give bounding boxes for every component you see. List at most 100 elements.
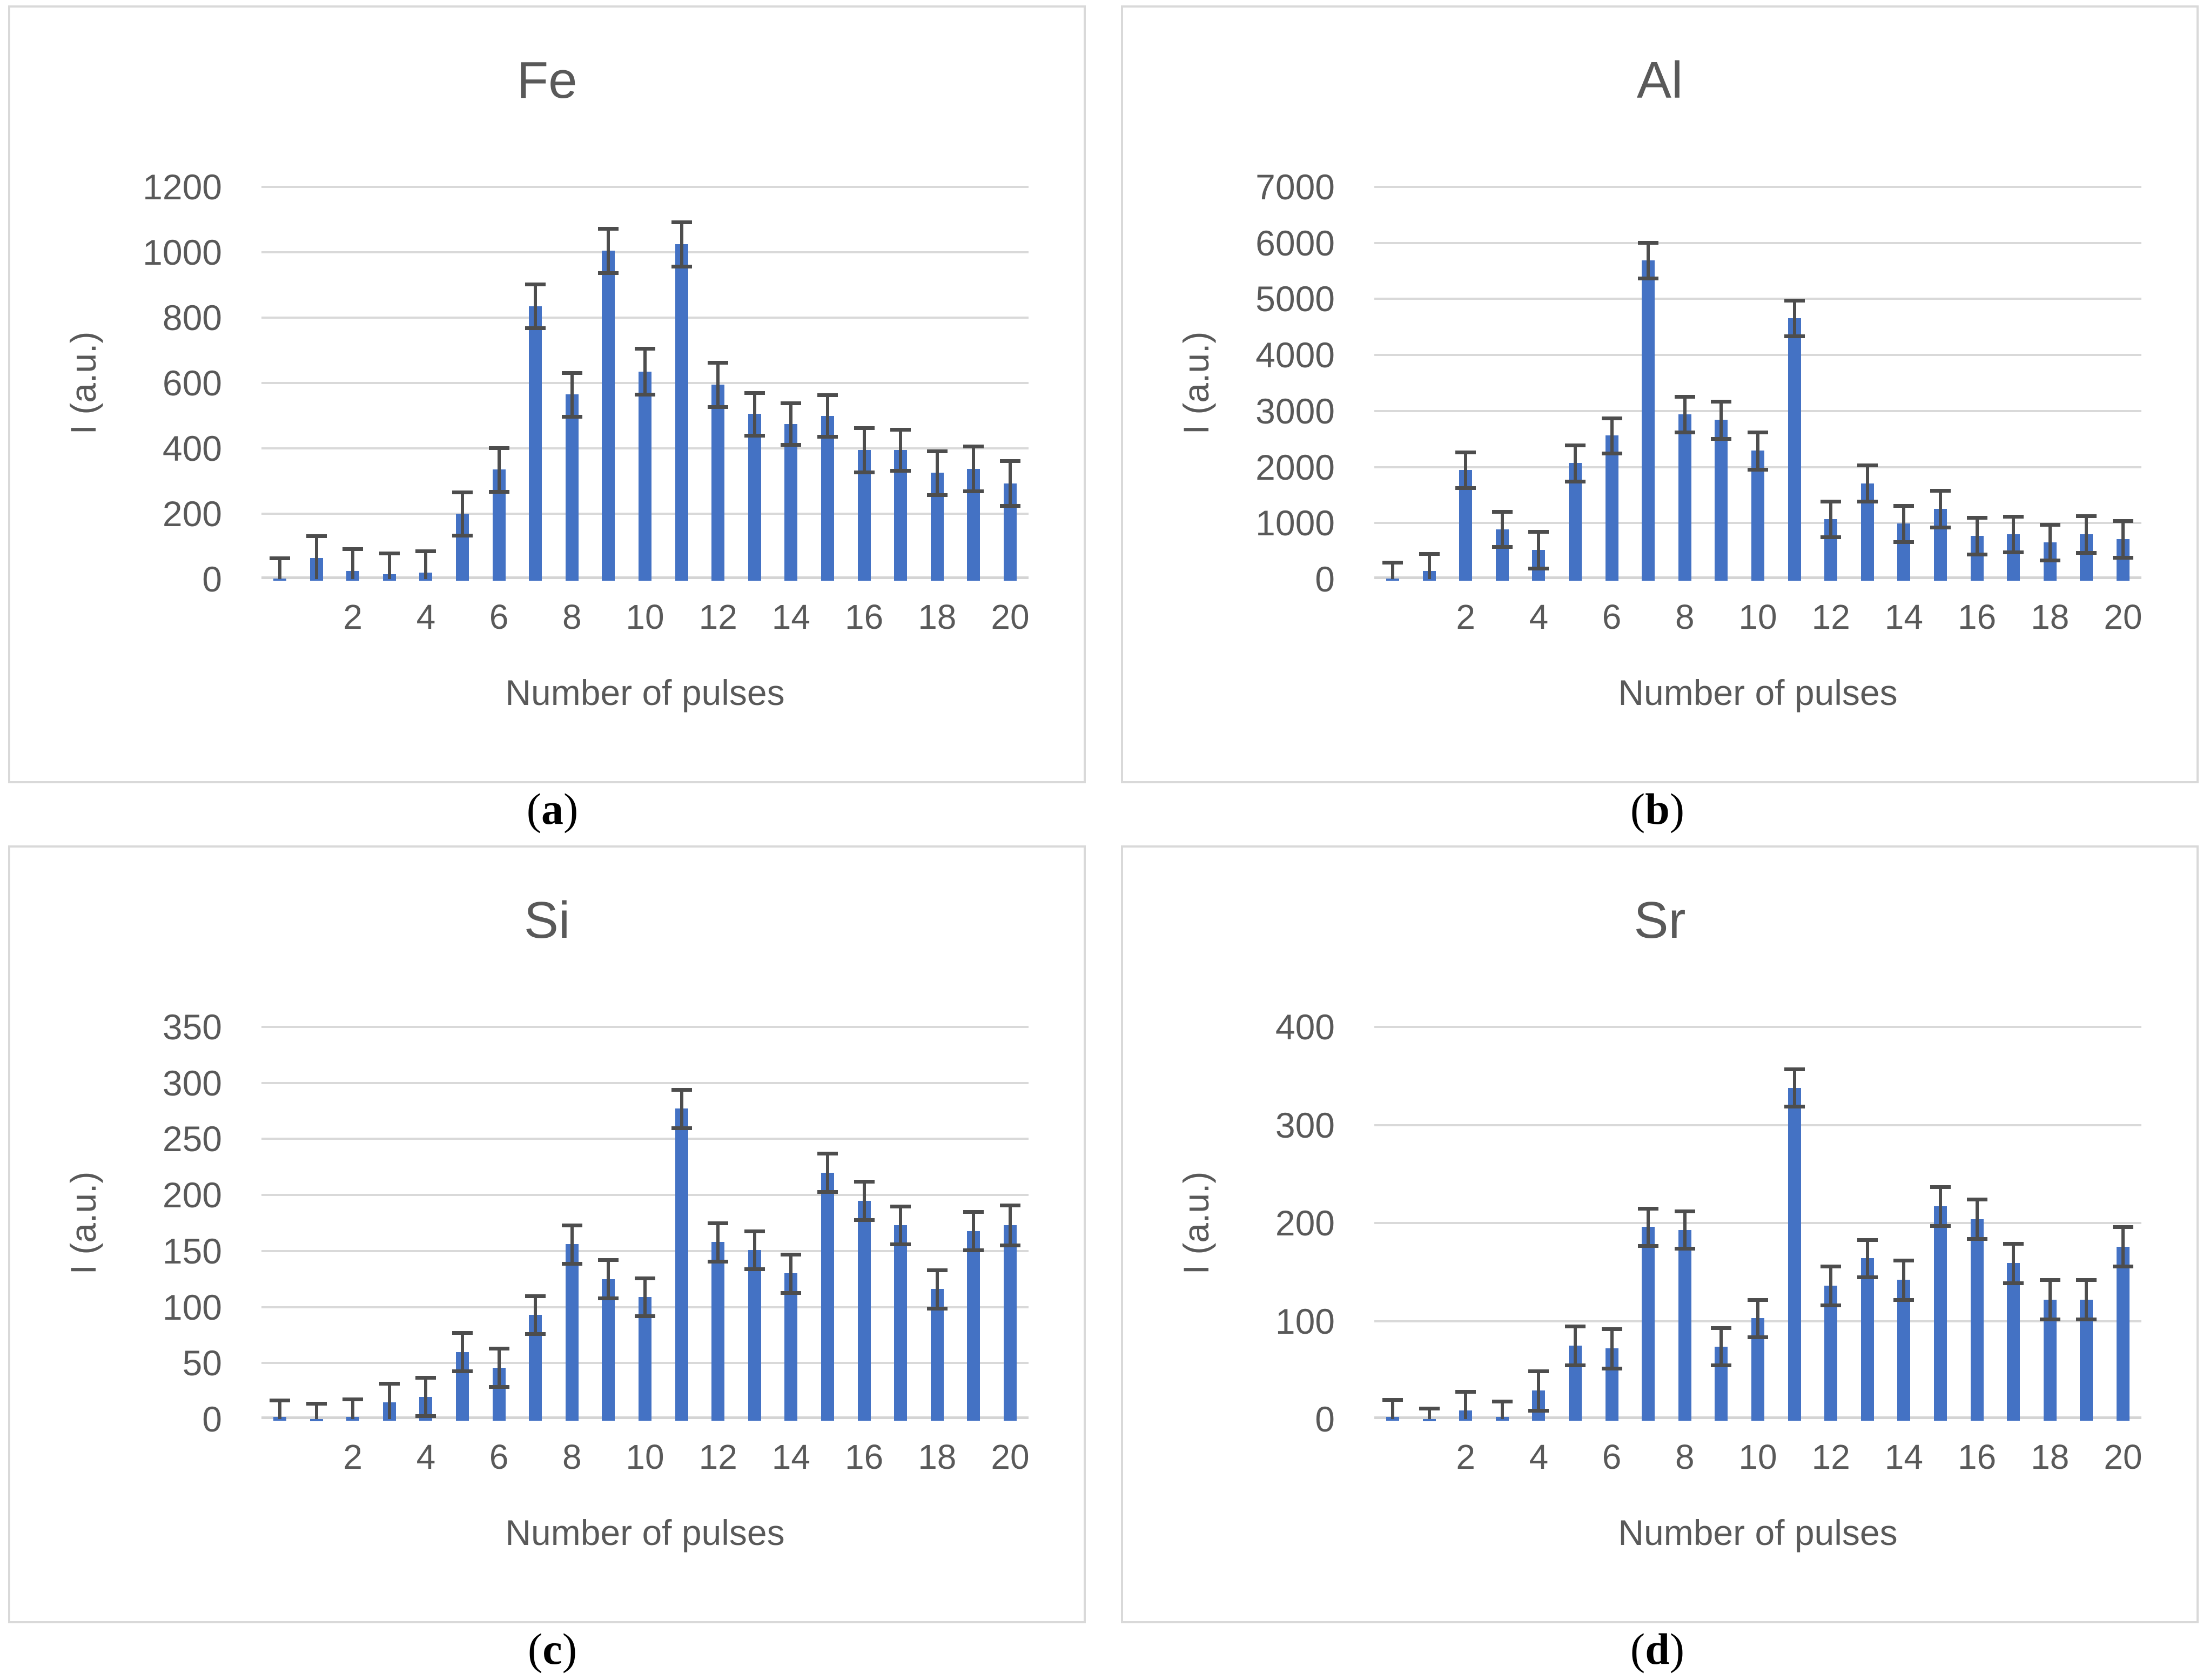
error-bar-cap-bottom: [1893, 1298, 1915, 1302]
panel-si: Si I (a.u.) 0 50 100 150 200 250 300 350 2 4 6 8 10…: [8, 845, 1086, 1623]
caption-letter: b: [1645, 784, 1670, 834]
error-bar-cap-bottom: [854, 470, 875, 474]
error-bar-cap-bottom: [1528, 567, 1549, 571]
error-bar-cap-top: [1601, 416, 1622, 421]
y-tick-label: 0: [202, 559, 222, 599]
y-tick-label: 50: [182, 1343, 222, 1383]
bar: [1642, 1227, 1655, 1421]
error-bar: [1683, 1211, 1687, 1249]
error-bar-cap-top: [1674, 394, 1695, 399]
error-bar-cap-top: [1000, 1203, 1020, 1207]
x-tick-labels: 2 4 6 8 10 12 14 16 18 20: [261, 595, 1029, 639]
error-bar-cap-bottom: [635, 1314, 655, 1319]
error-bar-cap-bottom: [1711, 437, 1732, 441]
error-bar-cap-bottom: [671, 265, 692, 268]
error-bar: [972, 1212, 976, 1250]
error-bar-cap-top: [561, 371, 582, 375]
bar: [565, 1244, 579, 1421]
error-bar-cap-top: [2003, 514, 2024, 519]
bar: [1605, 435, 1618, 581]
caption-paren: (: [526, 784, 541, 834]
error-bar-cap-top: [1857, 1238, 1878, 1242]
error-bar-cap-top: [306, 1401, 327, 1406]
error-bar: [1865, 1239, 1869, 1277]
x-tick-label: 6: [1602, 597, 1622, 636]
error-bar-cap-bottom: [415, 1414, 436, 1418]
x-tick-label: 8: [1675, 597, 1695, 636]
x-tick-labels: 2 4 6 8 10 12 14 16 18 20: [1374, 1435, 2142, 1479]
error-bar-cap-top: [890, 427, 911, 432]
y-tick-labels: 0 50 100 150 200 250 300 350: [10, 848, 222, 1442]
error-bar-cap-top: [2076, 514, 2097, 519]
error-bar: [314, 535, 318, 579]
error-bar-cap-bottom: [2003, 1281, 2024, 1285]
panel-al: Al I (a.u.) 0 1000 2000 3000 4000 5000 6000 700…: [1121, 5, 2199, 783]
error-bar-cap-top: [1711, 399, 1732, 404]
x-tick-label: 4: [416, 597, 436, 636]
caption-letter: c: [542, 1624, 562, 1674]
error-bar: [1464, 452, 1468, 488]
error-bar-cap-top: [854, 1180, 875, 1184]
error-bar-cap-bottom: [1748, 1335, 1768, 1339]
x-tick-label: 18: [918, 597, 957, 636]
error-bar: [1719, 401, 1723, 439]
x-tick-label: 2: [1456, 597, 1475, 636]
caption-letter: a: [541, 784, 563, 834]
y-tick-label: 0: [202, 1399, 222, 1439]
x-axis-title: Number of pulses: [505, 673, 785, 713]
bar: [748, 1249, 761, 1421]
error-bar-cap-top: [2003, 1242, 2024, 1246]
error-bar: [1829, 501, 1833, 537]
y-tick-label: 6000: [1255, 223, 1335, 263]
x-tick-label: 14: [771, 597, 810, 636]
x-tick-label: 20: [2104, 597, 2142, 636]
gridline: [1374, 241, 2141, 244]
error-bar: [716, 1223, 720, 1261]
bar: [602, 250, 615, 581]
error-bar-cap-top: [1565, 443, 1586, 448]
gridline: [1374, 354, 2141, 357]
x-tick-label: 10: [1738, 1437, 1777, 1476]
x-tick-label: 12: [1811, 1437, 1850, 1476]
error-bar: [2012, 516, 2016, 553]
error-bar-cap-bottom: [817, 1190, 838, 1194]
x-tick-labels: 2 4 6 8 10 12 14 16 18 20: [261, 1435, 1029, 1479]
error-bar-cap-bottom: [1821, 1303, 1842, 1308]
error-bar-cap-top: [270, 556, 290, 560]
error-bar-cap-bottom: [708, 405, 729, 409]
bar: [711, 385, 725, 581]
error-bar-cap-bottom: [2113, 556, 2133, 560]
error-bar: [643, 1278, 647, 1316]
error-bar-cap-top: [1893, 503, 1915, 508]
error-bar: [1939, 490, 1942, 528]
error-bar-cap-top: [525, 283, 546, 287]
error-bar-cap-top: [1748, 430, 1768, 434]
error-bar-cap-top: [1821, 1264, 1842, 1268]
error-bar-cap-top: [1857, 463, 1878, 468]
bar: [602, 1279, 615, 1421]
error-bar-cap-bottom: [2039, 1317, 2060, 1321]
error-bar: [680, 221, 683, 266]
error-bar: [387, 553, 391, 579]
error-bar-cap-bottom: [1674, 1247, 1695, 1251]
x-tick-label: 2: [343, 1437, 362, 1476]
error-bar: [1610, 1329, 1614, 1368]
error-bar-cap-top: [635, 347, 655, 351]
caption-paren: (: [1630, 1624, 1645, 1674]
error-bar: [862, 428, 866, 472]
y-tick-label: 100: [1275, 1301, 1335, 1341]
x-tick-label: 14: [1884, 1437, 1923, 1476]
error-bar-cap-top: [1528, 529, 1549, 534]
x-tick-label: 16: [1958, 1437, 1997, 1476]
error-bar-cap-bottom: [1821, 535, 1842, 540]
caption-paren: ): [1669, 1624, 1685, 1674]
y-tick-label: 300: [162, 1063, 222, 1103]
error-bar-cap-bottom: [1565, 479, 1586, 483]
x-tick-label: 18: [918, 1437, 957, 1476]
error-bar: [826, 394, 829, 437]
error-bar: [899, 429, 903, 471]
y-tick-label: 350: [162, 1007, 222, 1047]
bar: [675, 244, 688, 581]
error-bar: [1756, 1299, 1759, 1337]
